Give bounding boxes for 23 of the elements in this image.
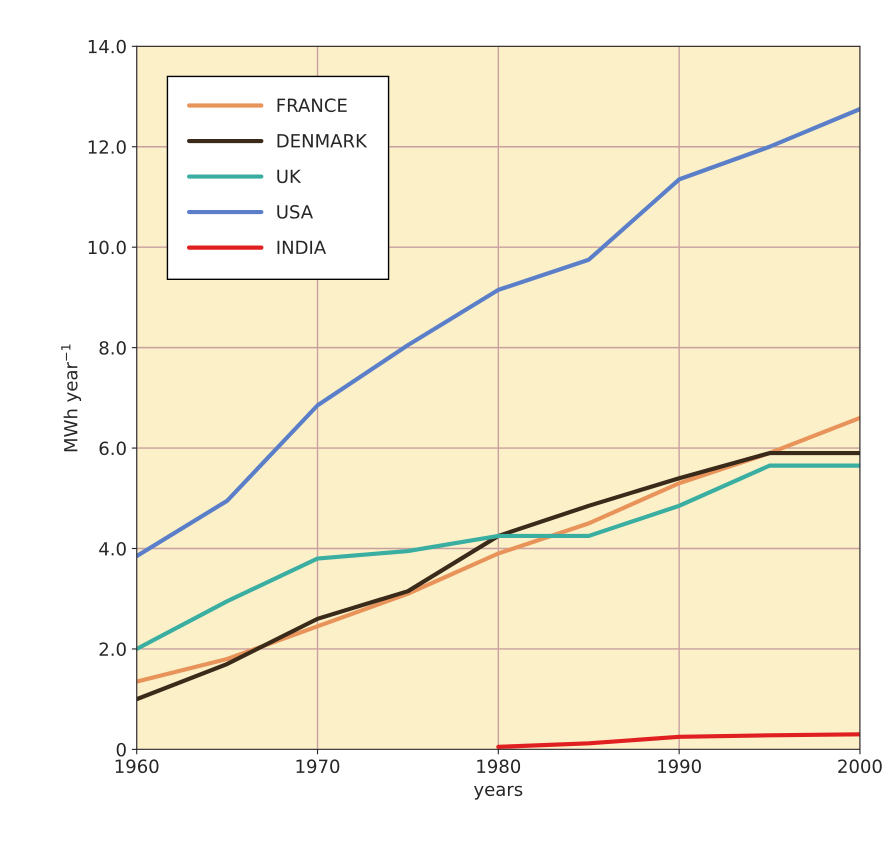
y-tick-label: 10.0 — [88, 240, 126, 254]
line-series — [136, 464, 860, 652]
legend-label: DENMARK — [278, 134, 368, 148]
y-axis-title: MWh year$^{−1}$ — [61, 344, 82, 452]
y-tick-label: 2.0 — [100, 642, 126, 656]
x-tick-label: 2000 — [838, 759, 882, 774]
y-tick-label: 8.0 — [100, 341, 126, 355]
x-tick-label: 1980 — [477, 759, 520, 774]
x-tick-label: 1960 — [116, 759, 158, 774]
legend-label: UK — [277, 170, 302, 184]
y-tick-label: 6.0 — [100, 442, 126, 456]
y-tick-label: 0 — [116, 742, 126, 756]
legend-label: FRANCE — [278, 98, 347, 112]
y-tick-label: 4.0 — [99, 542, 126, 556]
x-tick-label: 1990 — [658, 759, 701, 774]
legend-label: USA — [277, 205, 313, 219]
y-tick-label: 12.0 — [88, 140, 126, 154]
y-tick-label: 14.0 — [88, 40, 126, 54]
line-series — [496, 732, 860, 749]
x-tick-label: 1970 — [296, 759, 340, 774]
line-series — [136, 451, 860, 702]
legend-label: INDIA — [278, 240, 326, 254]
x-axis-title: years — [474, 786, 522, 800]
